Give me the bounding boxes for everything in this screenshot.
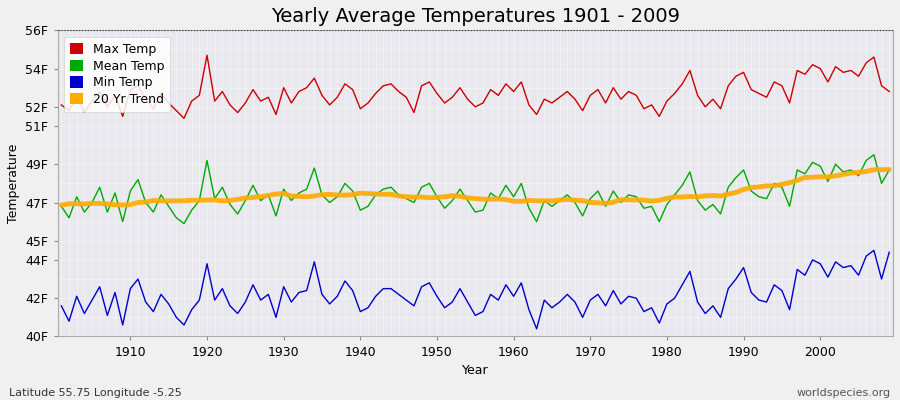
X-axis label: Year: Year: [462, 364, 489, 377]
Legend: Max Temp, Mean Temp, Min Temp, 20 Yr Trend: Max Temp, Mean Temp, Min Temp, 20 Yr Tre…: [64, 36, 170, 112]
Title: Yearly Average Temperatures 1901 - 2009: Yearly Average Temperatures 1901 - 2009: [271, 7, 680, 26]
Text: worldspecies.org: worldspecies.org: [796, 388, 891, 398]
Y-axis label: Temperature: Temperature: [7, 144, 20, 223]
Text: Latitude 55.75 Longitude -5.25: Latitude 55.75 Longitude -5.25: [9, 388, 182, 398]
